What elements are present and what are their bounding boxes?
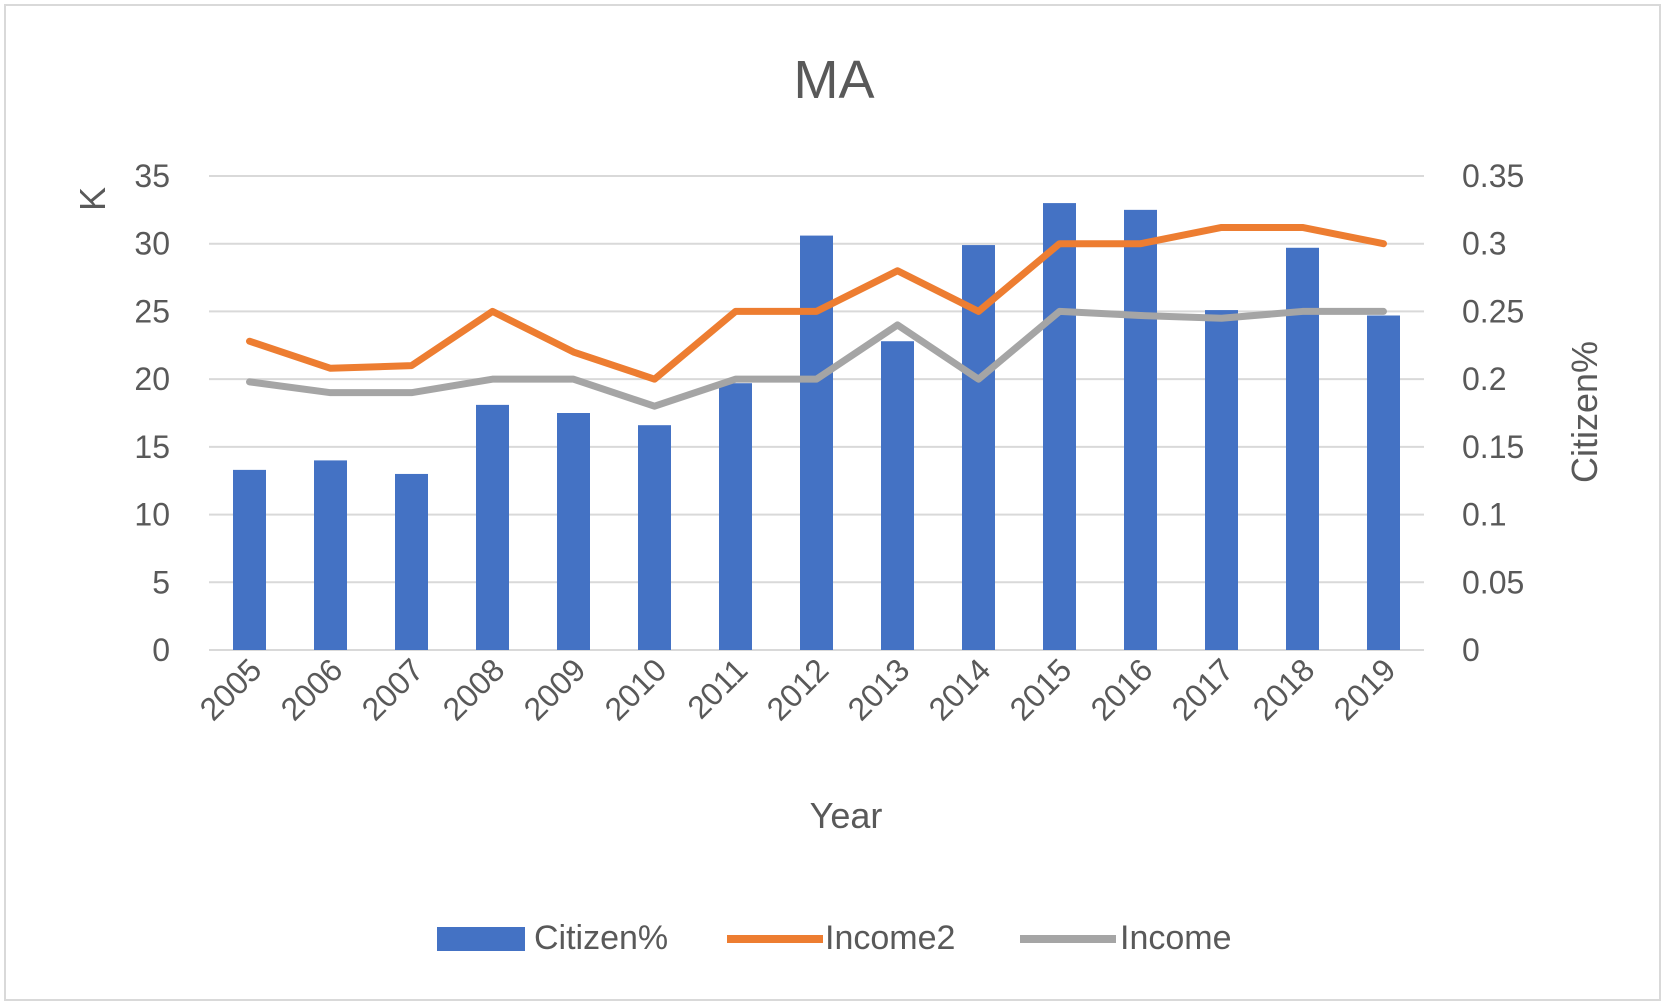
y2-tick-label: 0.05 <box>1462 564 1524 600</box>
bar-citizen <box>638 425 671 650</box>
bar-citizen <box>1367 315 1400 650</box>
legend-label-income2: Income2 <box>825 919 955 957</box>
bar-citizen <box>1043 203 1076 651</box>
y-tick-label: 5 <box>152 564 170 600</box>
line-income <box>246 307 1387 410</box>
y-tick-label: 0 <box>152 632 170 668</box>
x-tick-label: 2018 <box>1246 651 1322 727</box>
legend-label-income: Income <box>1120 919 1232 957</box>
line-income2 <box>246 223 1387 383</box>
y2-tick-label: 0.15 <box>1462 429 1524 465</box>
x-tick-label: 2009 <box>517 651 593 727</box>
x-tick-label: 2008 <box>436 651 512 727</box>
bar-citizen <box>233 469 266 650</box>
y2-axis-label: Citizen% <box>1564 341 1605 483</box>
bar-citizen <box>314 460 347 650</box>
bar-citizen <box>1205 310 1238 650</box>
bar-citizen <box>719 383 752 650</box>
x-tick-label: 2019 <box>1327 651 1403 727</box>
x-tick-label: 2017 <box>1165 651 1241 727</box>
y-tick-label: 10 <box>134 497 170 533</box>
x-tick-label: 2015 <box>1003 651 1079 727</box>
x-tick-label: 2007 <box>355 651 431 727</box>
x-tick-label: 2005 <box>193 651 269 727</box>
y2-tick-label: 0.3 <box>1462 226 1506 262</box>
x-tick-label: 2011 <box>680 651 754 725</box>
legend-swatch-citizen <box>437 927 525 951</box>
bar-citizen <box>476 404 509 650</box>
y2-tick-label: 0.1 <box>1462 497 1506 533</box>
legend-label-citizen: Citizen% <box>534 919 668 957</box>
bar-citizen <box>557 413 590 650</box>
right-axis-ticks: 0 0.05 0.1 0.15 0.2 0.25 0.3 0.35 <box>1462 158 1524 668</box>
y-tick-label: 20 <box>134 361 170 397</box>
x-tick-label: 2010 <box>598 651 674 727</box>
x-tick-label: 2016 <box>1084 651 1160 727</box>
y-tick-label: 35 <box>134 158 170 194</box>
chart-title: MA <box>794 50 875 110</box>
y-tick-label: 30 <box>134 226 170 262</box>
x-axis-label: Year <box>810 795 883 836</box>
x-tick-label: 2013 <box>841 651 917 727</box>
bar-citizen <box>1124 209 1157 650</box>
bar-citizen <box>395 473 428 650</box>
y2-tick-label: 0.2 <box>1462 361 1506 397</box>
y2-tick-label: 0.25 <box>1462 293 1524 329</box>
bar-citizen <box>800 235 833 651</box>
y-tick-label: 25 <box>134 293 170 329</box>
y-tick-label: 15 <box>134 429 170 465</box>
x-tick-label: 2012 <box>760 651 836 727</box>
legend: Citizen% Income2 Income <box>437 919 1232 957</box>
y2-tick-label: 0.35 <box>1462 158 1524 194</box>
x-axis-ticks: 2005 2006 2007 2008 2009 2010 2011 2012 2013 2014… <box>193 651 1403 727</box>
y2-tick-label: 0 <box>1462 632 1480 668</box>
x-tick-label: 2014 <box>922 651 998 727</box>
bar-citizen <box>881 341 914 650</box>
y-axis-label: K <box>72 187 113 211</box>
left-axis-ticks: 0 5 10 15 20 25 30 35 <box>134 158 170 668</box>
x-tick-label: 2006 <box>274 651 350 727</box>
bars <box>233 203 1400 651</box>
lines <box>246 223 1387 410</box>
